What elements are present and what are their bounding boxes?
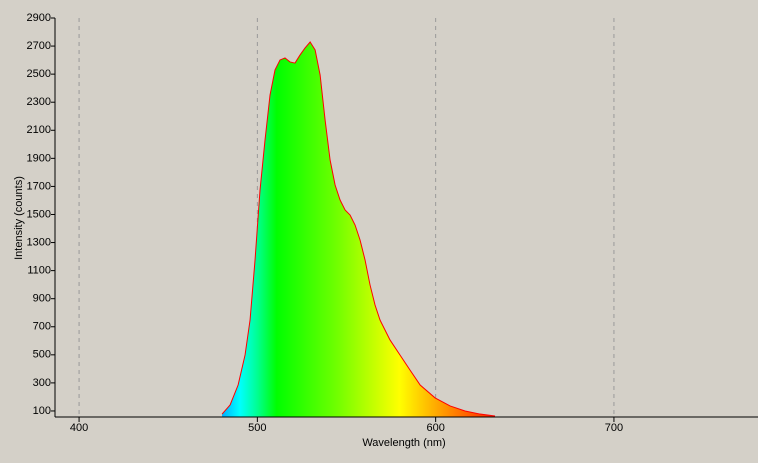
y-tick-label: 700 xyxy=(33,321,51,333)
y-tick-label: 2300 xyxy=(27,96,51,108)
y-tick-label: 2500 xyxy=(27,68,51,80)
y-axis-label: Intensity (counts) xyxy=(13,176,25,260)
y-tick-label: 100 xyxy=(33,405,51,417)
y-tick-label: 2900 xyxy=(27,12,51,24)
x-tick-label: 400 xyxy=(70,422,88,434)
y-tick-label: 500 xyxy=(33,349,51,361)
y-tick-label: 1900 xyxy=(27,152,51,164)
y-tick-label: 1100 xyxy=(27,265,51,277)
x-tick-label: 600 xyxy=(426,422,444,434)
area-outline xyxy=(221,41,496,417)
y-tick-label: 1500 xyxy=(27,208,51,220)
y-tick-label: 2700 xyxy=(27,40,51,52)
y-tick-label: 1300 xyxy=(27,236,51,248)
y-tick-label: 1700 xyxy=(27,180,51,192)
x-tick-label: 500 xyxy=(248,422,266,434)
x-axis-label: Wavelength (nm) xyxy=(362,437,445,449)
area-fill xyxy=(222,41,496,418)
y-tick-label: 900 xyxy=(33,293,51,305)
x-tick-label: 700 xyxy=(605,422,623,434)
y-tick-label: 300 xyxy=(33,377,51,389)
y-tick-label: 2100 xyxy=(27,124,51,136)
